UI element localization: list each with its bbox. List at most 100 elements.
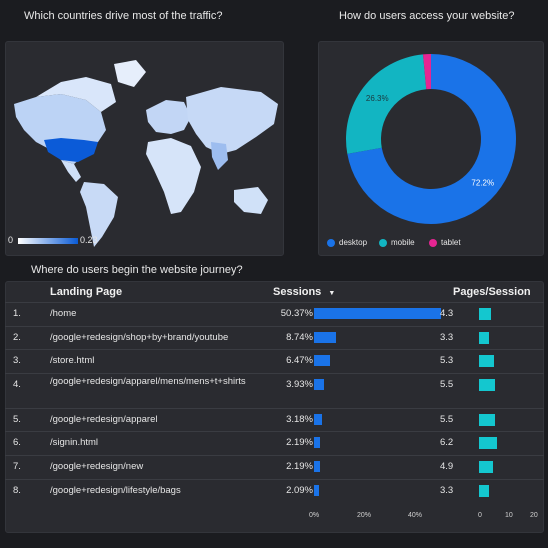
pages-per-session-bar [479,461,494,473]
sessions-axis-20: 20% [357,512,372,519]
col-header-landing-page[interactable]: Landing Page [50,286,123,298]
row-divider [5,326,544,327]
pps-axis-20: 20 [530,512,538,519]
row-number: 4. [13,379,21,390]
map-region-africa [146,138,201,214]
table-row[interactable]: 3. /store.html 6.47% 5.3 [5,350,544,372]
world-map-panel[interactable]: 0 0.23 [5,41,284,256]
sort-desc-icon: ▼ [328,290,336,297]
pages-per-session-value: 3.3 [440,332,454,343]
table-row[interactable]: 2. /google+redesign/shop+by+brand/youtube… [5,327,544,349]
sessions-percent: 3.93% [286,379,313,390]
landing-page-link[interactable]: /google+redesign/new [50,461,144,472]
pages-per-session-value: 5.5 [440,414,454,425]
landing-page-link[interactable]: /signin.html [50,437,99,448]
donut-label-mobile: 26.3% [366,94,389,103]
row-number: 2. [13,332,21,343]
pages-per-session-value: 4.3 [440,308,454,319]
row-divider [5,431,544,432]
table-title: Where do users begin the website journey… [31,264,243,276]
legend-mobile-label: mobile [391,238,415,247]
device-donut-panel[interactable]: 72.2% 26.3% desktop mobile tablet [318,41,544,256]
row-divider [5,302,544,303]
legend-tablet-label: tablet [441,238,461,247]
landing-page-link[interactable]: /google+redesign/apparel/mens/mens+t+shi… [50,376,246,387]
table-row[interactable]: 7. /google+redesign/new 2.19% 4.9 [5,456,544,478]
donut-slice-desktop[interactable] [347,54,516,224]
col-header-sessions[interactable]: Sessions ▼ [273,286,335,298]
pages-per-session-bar [479,437,497,449]
sessions-bar [314,414,323,425]
legend-mobile[interactable]: mobile [379,238,415,247]
legend-desktop-label: desktop [339,238,368,247]
landing-page-link[interactable]: /google+redesign/shop+by+brand/youtube [50,332,229,343]
legend-tablet[interactable]: tablet [429,238,461,247]
map-legend-max: 0.23 [80,235,98,245]
map-region-greenland [114,60,146,87]
row-divider [5,408,544,409]
map-region-canada [36,77,116,112]
pages-per-session-bar [479,308,492,320]
row-number: 1. [13,308,21,319]
col-header-sessions-label: Sessions [273,286,322,298]
row-number: 3. [13,355,21,366]
row-divider [5,349,544,350]
map-region-usa [44,138,98,162]
sessions-percent: 8.74% [286,332,313,343]
landing-page-link[interactable]: /google+redesign/lifestyle/bags [50,485,181,496]
pages-per-session-value: 3.3 [440,485,454,496]
table-row[interactable]: 4. /google+redesign/apparel/mens/mens+t+s… [5,374,544,404]
landing-page-link[interactable]: /store.html [50,355,95,366]
map-region-india [211,142,228,170]
sessions-percent: 2.19% [286,461,313,472]
map-legend-min: 0 [8,235,14,245]
sessions-bar [314,437,320,448]
sessions-bar [314,485,320,496]
legend-tablet-swatch [429,238,437,247]
sessions-percent: 2.09% [286,485,313,496]
sessions-axis-0: 0% [309,512,320,519]
table-row[interactable]: 5. /google+redesign/apparel 3.18% 5.5 [5,409,544,431]
pps-axis-0: 0 [478,512,482,519]
donut-slice-tablet[interactable] [423,54,431,90]
row-number: 7. [13,461,21,472]
pps-axis-10: 10 [505,512,513,519]
sessions-bar [314,308,441,319]
sessions-percent: 3.18% [286,414,313,425]
legend-desktop[interactable]: desktop [327,238,367,247]
row-divider [5,373,544,374]
pages-per-session-value: 5.5 [440,379,454,390]
sessions-bar [314,461,320,472]
row-divider [5,479,544,480]
sessions-percent: 2.19% [286,437,313,448]
landing-page-table [5,281,544,533]
landing-page-link[interactable]: /google+redesign/apparel [50,414,158,425]
legend-mobile-swatch [379,238,387,247]
map-chart-title: Which countries drive most of the traffi… [24,10,223,22]
row-number: 6. [13,437,21,448]
pages-per-session-bar [479,332,489,344]
map-region-south-america [80,182,118,247]
landing-page-link[interactable]: /home [50,308,77,319]
row-divider [5,455,544,456]
table-row[interactable]: 1. /home 50.37% 4.3 [5,303,544,325]
table-row[interactable]: 8. /google+redesign/lifestyle/bags 2.09% 3.… [5,480,544,502]
map-color-legend [18,238,78,244]
device-donut-chart[interactable]: 72.2% 26.3% [319,42,543,232]
legend-desktop-swatch [327,238,335,247]
donut-chart-title: How do users access your website? [339,10,515,22]
map-region-asia [186,87,278,154]
col-header-pages-session[interactable]: Pages/Session [453,286,531,298]
world-map[interactable] [6,42,283,255]
table-row[interactable]: 6. /signin.html 2.19% 6.2 [5,432,544,454]
sessions-bar [314,379,324,390]
sessions-percent: 50.37% [280,308,313,319]
pages-per-session-bar [479,414,495,426]
pages-per-session-value: 4.9 [440,461,454,472]
pages-per-session-bar [479,379,495,391]
row-number: 8. [13,485,21,496]
row-number: 5. [13,414,21,425]
donut-slice-mobile[interactable] [346,54,427,154]
pages-per-session-value: 5.3 [440,355,454,366]
pages-per-session-bar [479,355,495,367]
